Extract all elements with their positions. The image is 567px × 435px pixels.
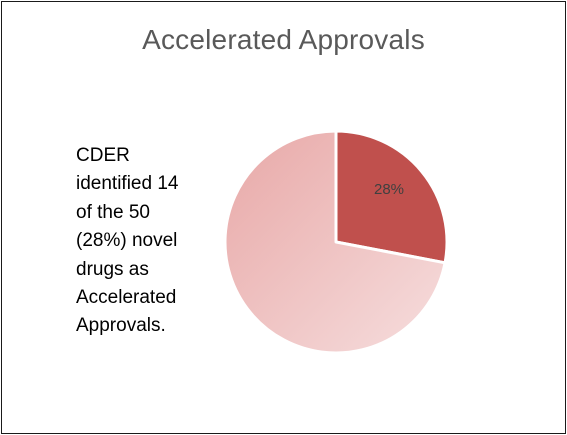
- annotation-line: drugs as: [76, 258, 149, 280]
- annotation-line: identified 14: [76, 173, 179, 195]
- pie-slice-accelerated-approvals: [334, 129, 449, 265]
- annotation-line: Approvals.: [76, 315, 166, 337]
- annotation-line: (28%) novel: [76, 230, 178, 252]
- annotation-line: of the 50: [76, 201, 150, 223]
- slice-data-label: 28%: [374, 181, 404, 198]
- annotation-line: CDER: [76, 145, 130, 166]
- annotation-line: Accelerated: [76, 287, 177, 309]
- pie-slice-other: [223, 129, 447, 355]
- annotation-text: CDER identified 14 of the 50 (28%) novel…: [76, 142, 216, 341]
- chart-title: Accelerated Approvals: [142, 24, 425, 55]
